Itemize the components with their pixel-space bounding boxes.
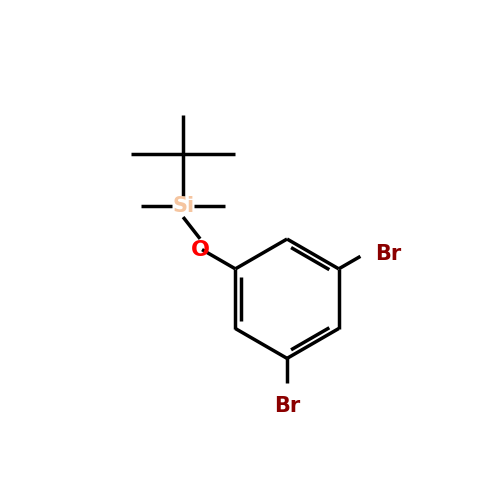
Text: Br: Br xyxy=(274,396,300,415)
Text: Si: Si xyxy=(172,196,194,216)
Text: O: O xyxy=(190,240,210,260)
Text: Br: Br xyxy=(375,244,402,264)
